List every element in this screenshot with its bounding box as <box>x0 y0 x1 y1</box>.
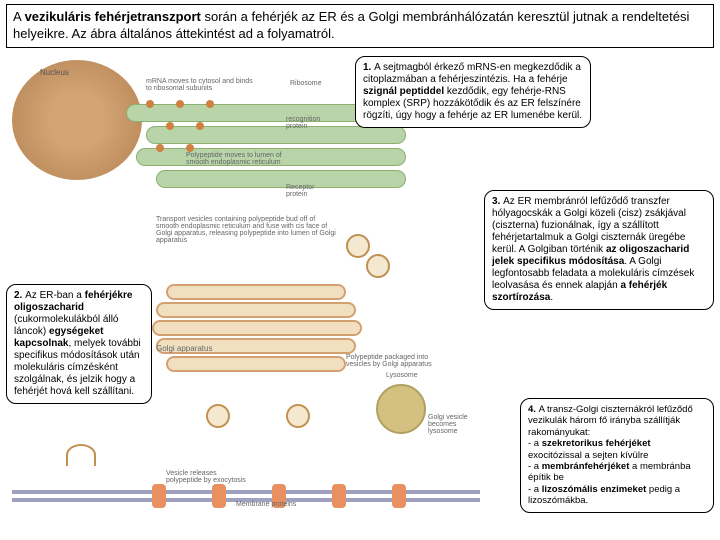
title-box: A vezikuláris fehérjetranszport során a … <box>6 4 714 48</box>
transport-label: Transport vesicles containing polypeptid… <box>156 216 336 244</box>
golgi-sac <box>166 284 346 300</box>
polypeptide-label: Polypeptide moves to lumen of smooth end… <box>186 152 286 166</box>
box3-num: 3. <box>492 196 503 207</box>
golgi-sac <box>166 356 346 372</box>
box3-t3: . <box>550 292 553 303</box>
ribosome-dot <box>156 144 164 152</box>
vesicle-release-label: Vesicle releases polypeptide by exocytos… <box>166 470 246 484</box>
box1-t1: A sejtmagból érkező mRNS-en megkezdődik … <box>363 62 581 85</box>
lysosome-shape <box>376 384 426 434</box>
box1-num: 1. <box>363 62 374 73</box>
transport-vesicle <box>346 234 370 258</box>
box4-l2a: - a <box>528 461 542 472</box>
callout-box-4: 4. A transz-Golgi ciszternákról lefűződő… <box>520 398 714 513</box>
membrane-protein <box>212 484 226 508</box>
callout-box-3: 3. Az ER membránról lefűződő transzfer h… <box>484 190 714 310</box>
box4-l1a: - a <box>528 438 542 449</box>
box1-b1: szignál peptiddel <box>363 86 447 97</box>
box4-l1c: exocitózissal a sejten kívülre <box>528 450 648 461</box>
packaged-label: Polypeptide packaged into vesicles by Go… <box>346 354 446 368</box>
title-part1: A <box>13 9 25 24</box>
membrane-line <box>12 490 480 494</box>
box4-l3b: lizoszómális enzimeket <box>542 484 649 495</box>
mrna-label: mRNA moves to cytosol and binds to ribos… <box>146 78 256 92</box>
title-bold1: vezikuláris fehérjetranszport <box>25 9 205 24</box>
er-tube <box>156 170 406 188</box>
er-tube <box>146 126 406 144</box>
golgi-sac <box>156 302 356 318</box>
receptor-label: Receptor protein <box>286 184 336 198</box>
golgi-vesicle <box>206 404 230 428</box>
callout-box-2: 2. Az ER-ban a fehérjékre oligoszacharid… <box>6 284 152 404</box>
box4-l1b: szekretorikus fehérjéket <box>542 438 651 449</box>
golgi-label: Golgi apparatus <box>156 344 212 353</box>
membrane-protein <box>152 484 166 508</box>
callout-box-1: 1. A sejtmagból érkező mRNS-en megkezdőd… <box>355 56 591 128</box>
lysosome-label: Lysosome <box>386 372 418 379</box>
box4-l3a: - a <box>528 484 542 495</box>
er-tube <box>126 104 386 122</box>
ribosome-dot <box>176 100 184 108</box>
golgives-label: Golgi vesicle becomes lysosome <box>428 414 478 435</box>
membrane-label: Membrane proteins <box>236 501 296 508</box>
golgi-vesicle <box>286 404 310 428</box>
box4-l2b: membránfehérjéket <box>542 461 632 472</box>
box4-t1: A transz-Golgi ciszternákról lefűződő ve… <box>528 404 693 438</box>
ribosome-dot <box>206 100 214 108</box>
exocytosis-shape <box>66 444 96 466</box>
secreted-vesicle <box>66 444 106 474</box>
box2-t1: Az ER-ban a <box>25 290 84 301</box>
ribosome-label: Ribosome <box>290 80 322 87</box>
membrane-protein <box>392 484 406 508</box>
ribosome-dot <box>166 122 174 130</box>
recognition-label: recognition protein <box>286 116 336 130</box>
ribosome-dot <box>196 122 204 130</box>
transport-vesicle <box>366 254 390 278</box>
nucleus-label: Nucleus <box>40 68 69 77</box>
golgi-sac <box>152 320 362 336</box>
membrane-protein <box>332 484 346 508</box>
ribosome-dot <box>146 100 154 108</box>
box2-num: 2. <box>14 290 25 301</box>
ribosome-dot <box>186 144 194 152</box>
box4-num: 4. <box>528 404 539 415</box>
